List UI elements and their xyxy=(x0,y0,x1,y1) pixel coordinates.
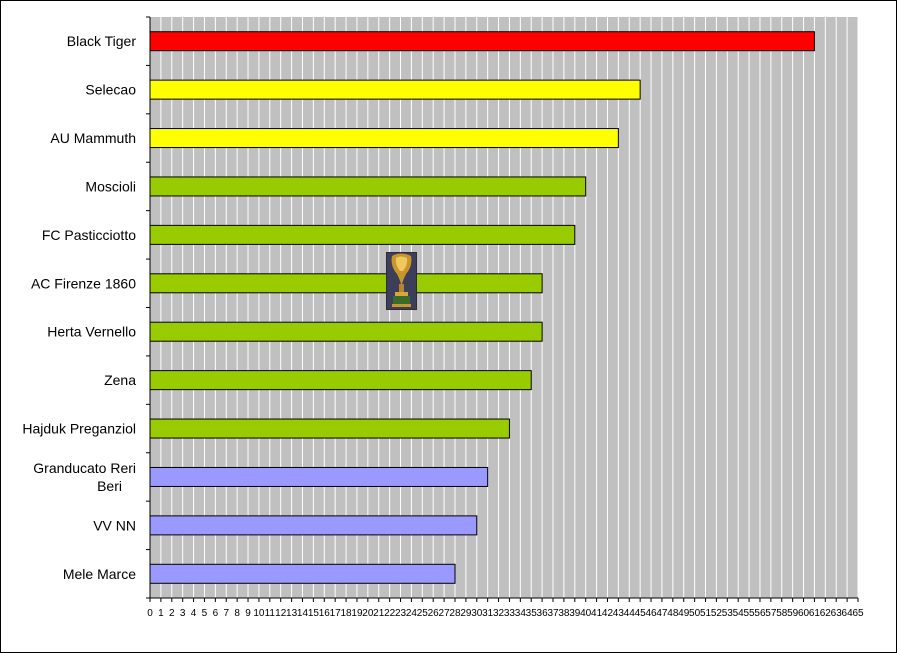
bar xyxy=(149,321,543,342)
category-label: VV NN xyxy=(93,517,136,533)
x-tick-label: 28 xyxy=(449,608,461,619)
x-tick-label: 42 xyxy=(602,608,614,619)
x-tick-label: 36 xyxy=(537,608,549,619)
x-tick-label: 30 xyxy=(471,608,483,619)
bar xyxy=(149,466,489,487)
x-tick-label: 2 xyxy=(169,608,175,619)
x-tick-label: 34 xyxy=(515,608,527,619)
x-tick-label: 61 xyxy=(809,608,821,619)
x-tick-label: 23 xyxy=(395,608,407,619)
x-tick-label: 64 xyxy=(842,608,854,619)
x-tick-label: 39 xyxy=(569,608,581,619)
bar xyxy=(149,79,641,100)
bar xyxy=(149,31,815,52)
x-tick-label: 58 xyxy=(776,608,788,619)
category-label: FC Pasticciotto xyxy=(42,227,136,243)
bar xyxy=(149,418,510,439)
bar xyxy=(149,515,478,536)
x-tick-label: 52 xyxy=(711,608,723,619)
x-tick-label: 32 xyxy=(493,608,505,619)
x-tick-label: 24 xyxy=(406,608,418,619)
trophy-icon xyxy=(386,252,417,310)
x-tick-label: 18 xyxy=(340,608,352,619)
bar xyxy=(149,128,619,149)
bar xyxy=(149,224,576,245)
x-tick-label: 21 xyxy=(373,608,385,619)
x-tick-label: 35 xyxy=(526,608,538,619)
x-tick-label: 29 xyxy=(460,608,472,619)
x-tick-label: 11 xyxy=(265,608,276,619)
x-tick-label: 40 xyxy=(580,608,592,619)
x-tick-label: 13 xyxy=(286,608,298,619)
x-tick-label: 65 xyxy=(852,608,864,619)
x-tick-label: 16 xyxy=(319,608,331,619)
x-tick-label: 59 xyxy=(787,608,799,619)
x-tick-label: 45 xyxy=(635,608,647,619)
x-tick-label: 33 xyxy=(504,608,516,619)
x-tick-label: 15 xyxy=(308,608,320,619)
x-tick-label: 41 xyxy=(591,608,603,619)
x-tick-label: 14 xyxy=(297,608,309,619)
category-label: Mele Marce xyxy=(63,566,136,582)
plot-area xyxy=(150,17,858,598)
category-label: Moscioli xyxy=(85,178,136,194)
x-tick-label: 26 xyxy=(428,608,440,619)
x-tick-label: 53 xyxy=(722,608,734,619)
x-tick-label: 10 xyxy=(253,608,265,619)
x-tick-label: 63 xyxy=(831,608,843,619)
x-tick-label: 60 xyxy=(798,608,810,619)
category-label: Hajduk Preganziol xyxy=(22,421,136,437)
x-tick-label: 49 xyxy=(678,608,690,619)
bar xyxy=(149,563,456,584)
x-tick-label: 19 xyxy=(351,608,363,619)
x-tick-label: 62 xyxy=(820,608,832,619)
x-tick-label: 55 xyxy=(744,608,756,619)
x-tick-label: 17 xyxy=(330,608,342,619)
x-tick-label: 9 xyxy=(245,608,251,619)
category-label: Herta Vernello xyxy=(47,324,136,340)
x-tick-label: 27 xyxy=(439,608,451,619)
x-tick-label: 31 xyxy=(482,608,494,619)
x-tick-label: 51 xyxy=(700,608,712,619)
category-label: Black Tiger xyxy=(67,33,137,49)
x-tick-label: 46 xyxy=(645,608,657,619)
x-tick-label: 50 xyxy=(689,608,701,619)
x-tick-label: 48 xyxy=(667,608,679,619)
x-tick-label: 25 xyxy=(417,608,429,619)
x-tick-label: 22 xyxy=(384,608,396,619)
category-label: AC Firenze 1860 xyxy=(31,275,136,291)
category-label: AU Mammuth xyxy=(50,130,136,146)
x-tick-label: 0 xyxy=(147,608,153,619)
x-tick-label: 3 xyxy=(180,608,186,619)
x-tick-label: 8 xyxy=(234,608,240,619)
bar xyxy=(149,370,532,391)
x-tick-label: 5 xyxy=(202,608,208,619)
x-tick-label: 54 xyxy=(733,608,745,619)
x-tick-label: 6 xyxy=(213,608,219,619)
x-tick-label: 44 xyxy=(624,608,636,619)
x-tick-label: 1 xyxy=(158,608,164,619)
bar xyxy=(149,273,543,294)
x-tick-label: 12 xyxy=(275,608,287,619)
category-label: Granducato Reri Beri xyxy=(33,460,136,494)
x-tick-label: 37 xyxy=(547,608,559,619)
x-tick-label: 43 xyxy=(613,608,625,619)
x-tick-label: 57 xyxy=(765,608,777,619)
x-tick-label: 56 xyxy=(754,608,766,619)
category-label: Zena xyxy=(104,372,136,388)
category-label: Selecao xyxy=(85,82,136,98)
x-tick-label: 20 xyxy=(362,608,374,619)
x-tick-label: 47 xyxy=(656,608,668,619)
x-tick-label: 38 xyxy=(558,608,570,619)
x-tick-label: 4 xyxy=(191,608,197,619)
x-tick-label: 7 xyxy=(223,608,229,619)
bar xyxy=(149,176,587,197)
